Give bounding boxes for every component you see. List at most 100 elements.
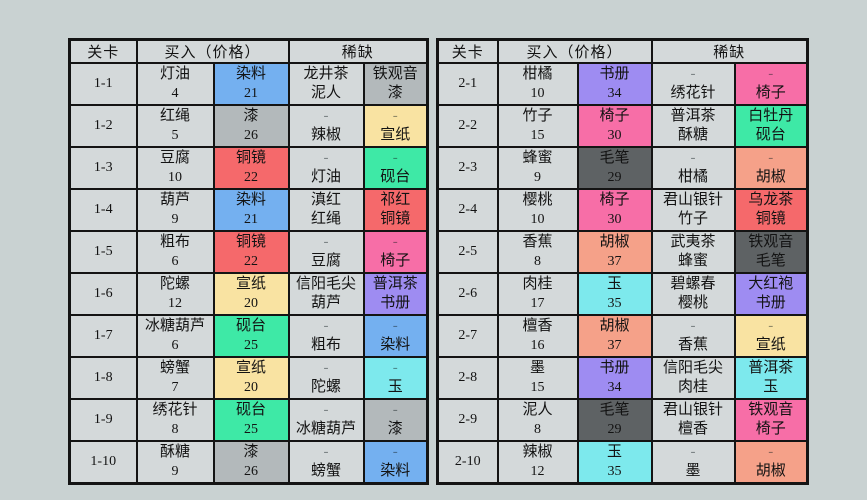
level-label: 2-5 <box>458 244 478 259</box>
buy-luxury-cell: 砚台 25 <box>212 398 290 442</box>
level-cell: 2-10 <box>436 440 499 485</box>
level-label: 2-6 <box>458 286 478 301</box>
scarce-cell: - 螃蟹 <box>287 440 365 485</box>
buy-luxury-cell: 书册 34 <box>576 356 653 400</box>
table-row: 2-8 墨 15 书册 34 信阳毛尖 肉桂 普洱茶玉 <box>436 356 809 400</box>
level-label: 1-2 <box>93 118 113 133</box>
scarce-luxury-cell: - 胡椒 <box>733 146 809 190</box>
buy-item-cell: 柑橘 10 <box>496 62 579 106</box>
level-label: 2-3 <box>458 160 478 175</box>
buy-luxury-cell: 砚台 25 <box>212 314 290 358</box>
buy-item-price: 15 <box>530 128 545 143</box>
buy-item-cell: 冰糖葫芦 6 <box>135 314 215 358</box>
buy-luxury-price: 34 <box>607 86 622 101</box>
buy-luxury-cell: 胡椒 37 <box>576 230 653 274</box>
table-row: 1-1 灯油 4 染料 21 龙井茶 泥人 铁观音漆 <box>68 62 429 106</box>
scarce-line-1: - <box>323 108 329 124</box>
level-cell: 2-9 <box>436 398 499 442</box>
scarce-line-2: 冰糖葫芦 <box>295 421 356 437</box>
table-row: 1-4 葫芦 9 染料 21 滇红 红绳 祁红 铜镜 <box>68 188 429 232</box>
scarce-cell: - 绣花针 <box>650 62 736 106</box>
buy-item-price: 9 <box>171 212 179 227</box>
buy-item-name: 粗布 <box>159 234 190 250</box>
header-level: 关卡 <box>68 38 138 64</box>
scarce-luxury-line-1: - <box>392 108 398 124</box>
buy-luxury-price: 20 <box>244 296 258 311</box>
buy-item-cell: 泥人 8 <box>496 398 579 442</box>
scarce-line-2: 樱桃 <box>677 295 708 311</box>
scarce-cell: 君山银针 竹子 <box>650 188 736 232</box>
scarce-luxury-cell: - 宣纸 <box>362 104 429 148</box>
table-row: 2-2 竹子 15 椅子 30 普洱茶 酥糖 白牡丹 砚台 <box>436 104 809 148</box>
buy-luxury-name: 椅子 <box>599 192 630 208</box>
buy-luxury-price: 30 <box>607 212 622 227</box>
buy-luxury-name: 胡椒 <box>599 318 630 334</box>
buy-luxury-name: 染料 <box>235 192 266 208</box>
buy-item-price: 10 <box>530 212 545 227</box>
table-row: 1-8 螃蟹 7 宣纸 20- 陀螺 - 玉 <box>68 356 429 400</box>
level-label: 2-1 <box>458 76 478 91</box>
level-cell: 1-6 <box>68 272 138 316</box>
scarce-luxury-line-2: 玉 <box>387 379 403 395</box>
header-scarce: 稀缺 <box>287 38 429 64</box>
table-row: 1-7 冰糖葫芦 6 砚台 25 - 粗布 - 染料 <box>68 314 429 358</box>
scarce-luxury-line-2: 宣纸 <box>755 337 786 353</box>
level-cell: 2-2 <box>436 104 499 148</box>
level-cell: 1-3 <box>68 146 138 190</box>
level-label: 1-8 <box>93 370 113 385</box>
level-cell: 2-6 <box>436 272 499 316</box>
scarce-cell: - 陀螺 <box>287 356 365 400</box>
scarce-line-1: 龙井茶 <box>303 66 349 82</box>
scarce-line-2: 螃蟹 <box>310 463 341 479</box>
scarce-line-2: 泥人 <box>310 85 341 101</box>
buy-luxury-price: 29 <box>607 422 622 437</box>
level-label: 2-10 <box>454 454 481 469</box>
level-cell: 2-3 <box>436 146 499 190</box>
buy-item-cell: 蜂蜜 9 <box>496 146 579 190</box>
scarce-line-1: 碧螺春 <box>670 276 716 292</box>
buy-item-cell: 墨 15 <box>496 356 579 400</box>
buy-item-name: 肉桂 <box>522 276 553 292</box>
buy-item-name: 香蕉 <box>522 234 553 250</box>
scarce-line-2: 豆腐 <box>310 253 341 269</box>
scarce-luxury-cell: 白牡丹 砚台 <box>733 104 809 148</box>
scarce-line-1: - <box>323 444 329 460</box>
chapter-1-table: 关卡 买入（价格） 稀缺 1-1 灯油 4 染料 21 龙井茶 泥人 铁观音漆 1-2 红绳 5 漆 2… <box>68 38 429 485</box>
scarce-line-2: 绣花针 <box>670 85 716 101</box>
level-label: 1-3 <box>93 160 113 175</box>
level-label: 2-8 <box>458 370 478 385</box>
buy-item-price: 9 <box>171 464 179 479</box>
scarce-luxury-line-1: - <box>392 402 398 418</box>
scarce-line-2: 香蕉 <box>677 337 708 353</box>
buy-item-name: 豆腐 <box>159 150 190 166</box>
scarce-line-2: 肉桂 <box>677 379 708 395</box>
buy-luxury-name: 宣纸 <box>235 276 266 292</box>
buy-item-price: 7 <box>171 380 179 395</box>
table-row: 1-9 绣花针 8 砚台 25- 冰糖葫芦 - 漆 <box>68 398 429 442</box>
level-cell: 2-8 <box>436 356 499 400</box>
scarce-line-2: 竹子 <box>677 211 708 227</box>
scarce-line-1: 君山银针 <box>662 192 723 208</box>
buy-luxury-price: 25 <box>244 422 258 437</box>
table-row: 1-5 粗布 6 铜镜 22 - 豆腐 - 椅子 <box>68 230 429 274</box>
scarce-line-2: 陀螺 <box>310 379 341 395</box>
scarce-luxury-line-2: 书册 <box>755 295 786 311</box>
scarce-line-2: 葫芦 <box>310 295 341 311</box>
level-cell: 1-4 <box>68 188 138 232</box>
buy-item-name: 竹子 <box>522 108 553 124</box>
level-label: 2-9 <box>458 412 478 427</box>
scarce-line-1: - <box>690 150 696 166</box>
scarce-luxury-cell: -漆 <box>362 398 429 442</box>
buy-item-price: 12 <box>530 464 545 479</box>
buy-luxury-cell: 铜镜 22 <box>212 230 290 274</box>
scarce-luxury-line-2: 砚台 <box>755 127 786 143</box>
buy-item-cell: 肉桂 17 <box>496 272 579 316</box>
level-cell: 1-9 <box>68 398 138 442</box>
scarce-line-1: - <box>323 360 329 376</box>
buy-luxury-price: 22 <box>244 170 258 185</box>
buy-item-cell: 红绳 5 <box>135 104 215 148</box>
scarce-luxury-line-1: 铁观音 <box>372 66 418 82</box>
scarce-luxury-line-2: 胡椒 <box>755 169 786 185</box>
scarce-luxury-cell: 祁红 铜镜 <box>362 188 429 232</box>
scarce-luxury-line-1: - <box>768 66 774 82</box>
